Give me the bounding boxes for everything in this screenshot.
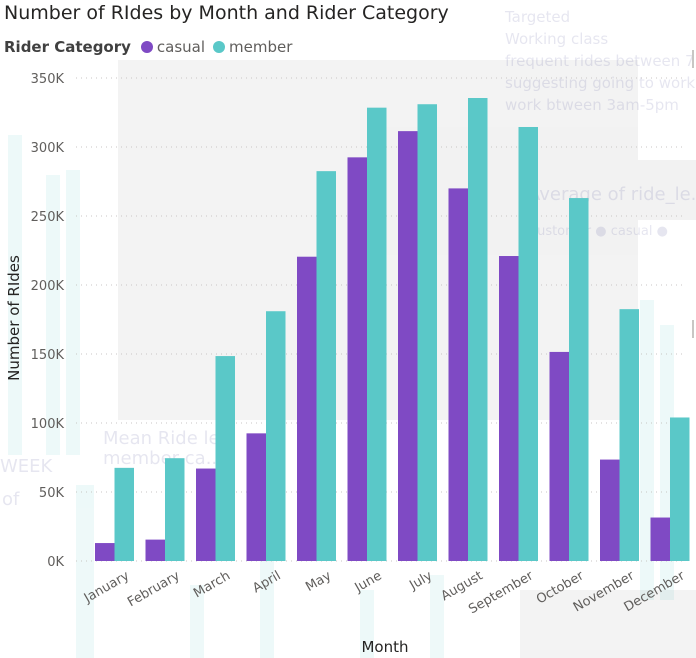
bg-text-of: of: [2, 489, 20, 510]
bar-member-january[interactable]: [114, 467, 135, 561]
y-tick-label: 50K: [39, 486, 65, 501]
legend-title: Rider Category: [4, 38, 131, 56]
legend-item-casual[interactable]: casual: [140, 38, 206, 56]
y-tick-label: 100K: [31, 417, 65, 432]
bar-member-august[interactable]: [468, 98, 488, 561]
bg-text-mean-ride: Mean Ride le...: [103, 428, 237, 449]
bg-text-working-class: Working class: [505, 30, 608, 48]
legend-label-member: member: [229, 38, 293, 56]
bar-casual-december[interactable]: [650, 517, 671, 561]
y-tick-label: 350K: [31, 72, 65, 87]
bar-member-may[interactable]: [316, 171, 337, 561]
resize-handle-top-right[interactable]: [692, 50, 694, 68]
legend: Rider Category casual member: [4, 38, 300, 56]
bg-text-week: WEEK: [0, 456, 54, 477]
legend-swatch-casual: [140, 41, 153, 53]
legend-item-member[interactable]: member: [213, 38, 292, 56]
x-tick-label: January: [81, 568, 132, 606]
bar-casual-january[interactable]: [95, 543, 115, 561]
bar-casual-july[interactable]: [398, 131, 418, 561]
y-tick-label: 150K: [31, 348, 65, 363]
bg-text-member-ca: member ca...: [103, 448, 223, 469]
x-axis-title: Month: [361, 638, 408, 656]
y-axis-title: Number of RIdes: [5, 255, 23, 381]
bar-casual-may[interactable]: [297, 256, 317, 561]
bar-member-september[interactable]: [518, 126, 539, 562]
y-tick-label: 250K: [31, 210, 65, 225]
resize-handle-mid-right[interactable]: [692, 320, 694, 338]
y-tick-label: 300K: [31, 141, 65, 156]
bg-text-work-between: work btween 3am-5pm: [505, 96, 679, 114]
bar-member-november[interactable]: [619, 309, 640, 561]
bar-member-february[interactable]: [165, 458, 185, 561]
x-tick-label: February: [125, 568, 183, 610]
bg-text-suggesting: suggesting going to work: [505, 74, 695, 92]
legend-swatch-member: [213, 41, 226, 53]
bar-member-april[interactable]: [266, 311, 286, 561]
legend-label-casual: casual: [156, 38, 206, 56]
x-tick-label: July: [406, 568, 435, 593]
y-tick-label: 200K: [31, 279, 65, 294]
bar-member-march[interactable]: [215, 356, 236, 561]
bar-casual-november[interactable]: [600, 459, 620, 561]
bar-member-july[interactable]: [417, 104, 438, 561]
bar-casual-september[interactable]: [499, 256, 519, 561]
bg-text-avg-legend: Customer ● casual ●: [528, 224, 668, 239]
bar-casual-october[interactable]: [549, 351, 570, 561]
chart-title: Number of RIdes by Month and Rider Categ…: [4, 2, 449, 24]
x-tick-label: March: [191, 568, 233, 601]
bar-casual-april[interactable]: [246, 433, 267, 561]
bar-casual-june[interactable]: [347, 157, 368, 561]
bar-casual-february[interactable]: [145, 539, 166, 561]
bg-text-targeted: Targeted: [504, 8, 570, 26]
x-tick-label: May: [303, 568, 334, 595]
x-tick-label: June: [352, 568, 385, 596]
bar-member-december[interactable]: [670, 417, 690, 561]
bar-member-june[interactable]: [367, 107, 387, 562]
bar-casual-august[interactable]: [448, 188, 469, 561]
bar-casual-march[interactable]: [196, 468, 216, 561]
bg-text-frequent-rides: frequent rides between 7...: [505, 52, 696, 70]
y-tick-label: 0K: [47, 555, 64, 570]
bar-member-october[interactable]: [569, 198, 589, 561]
x-tick-label: April: [250, 568, 283, 596]
